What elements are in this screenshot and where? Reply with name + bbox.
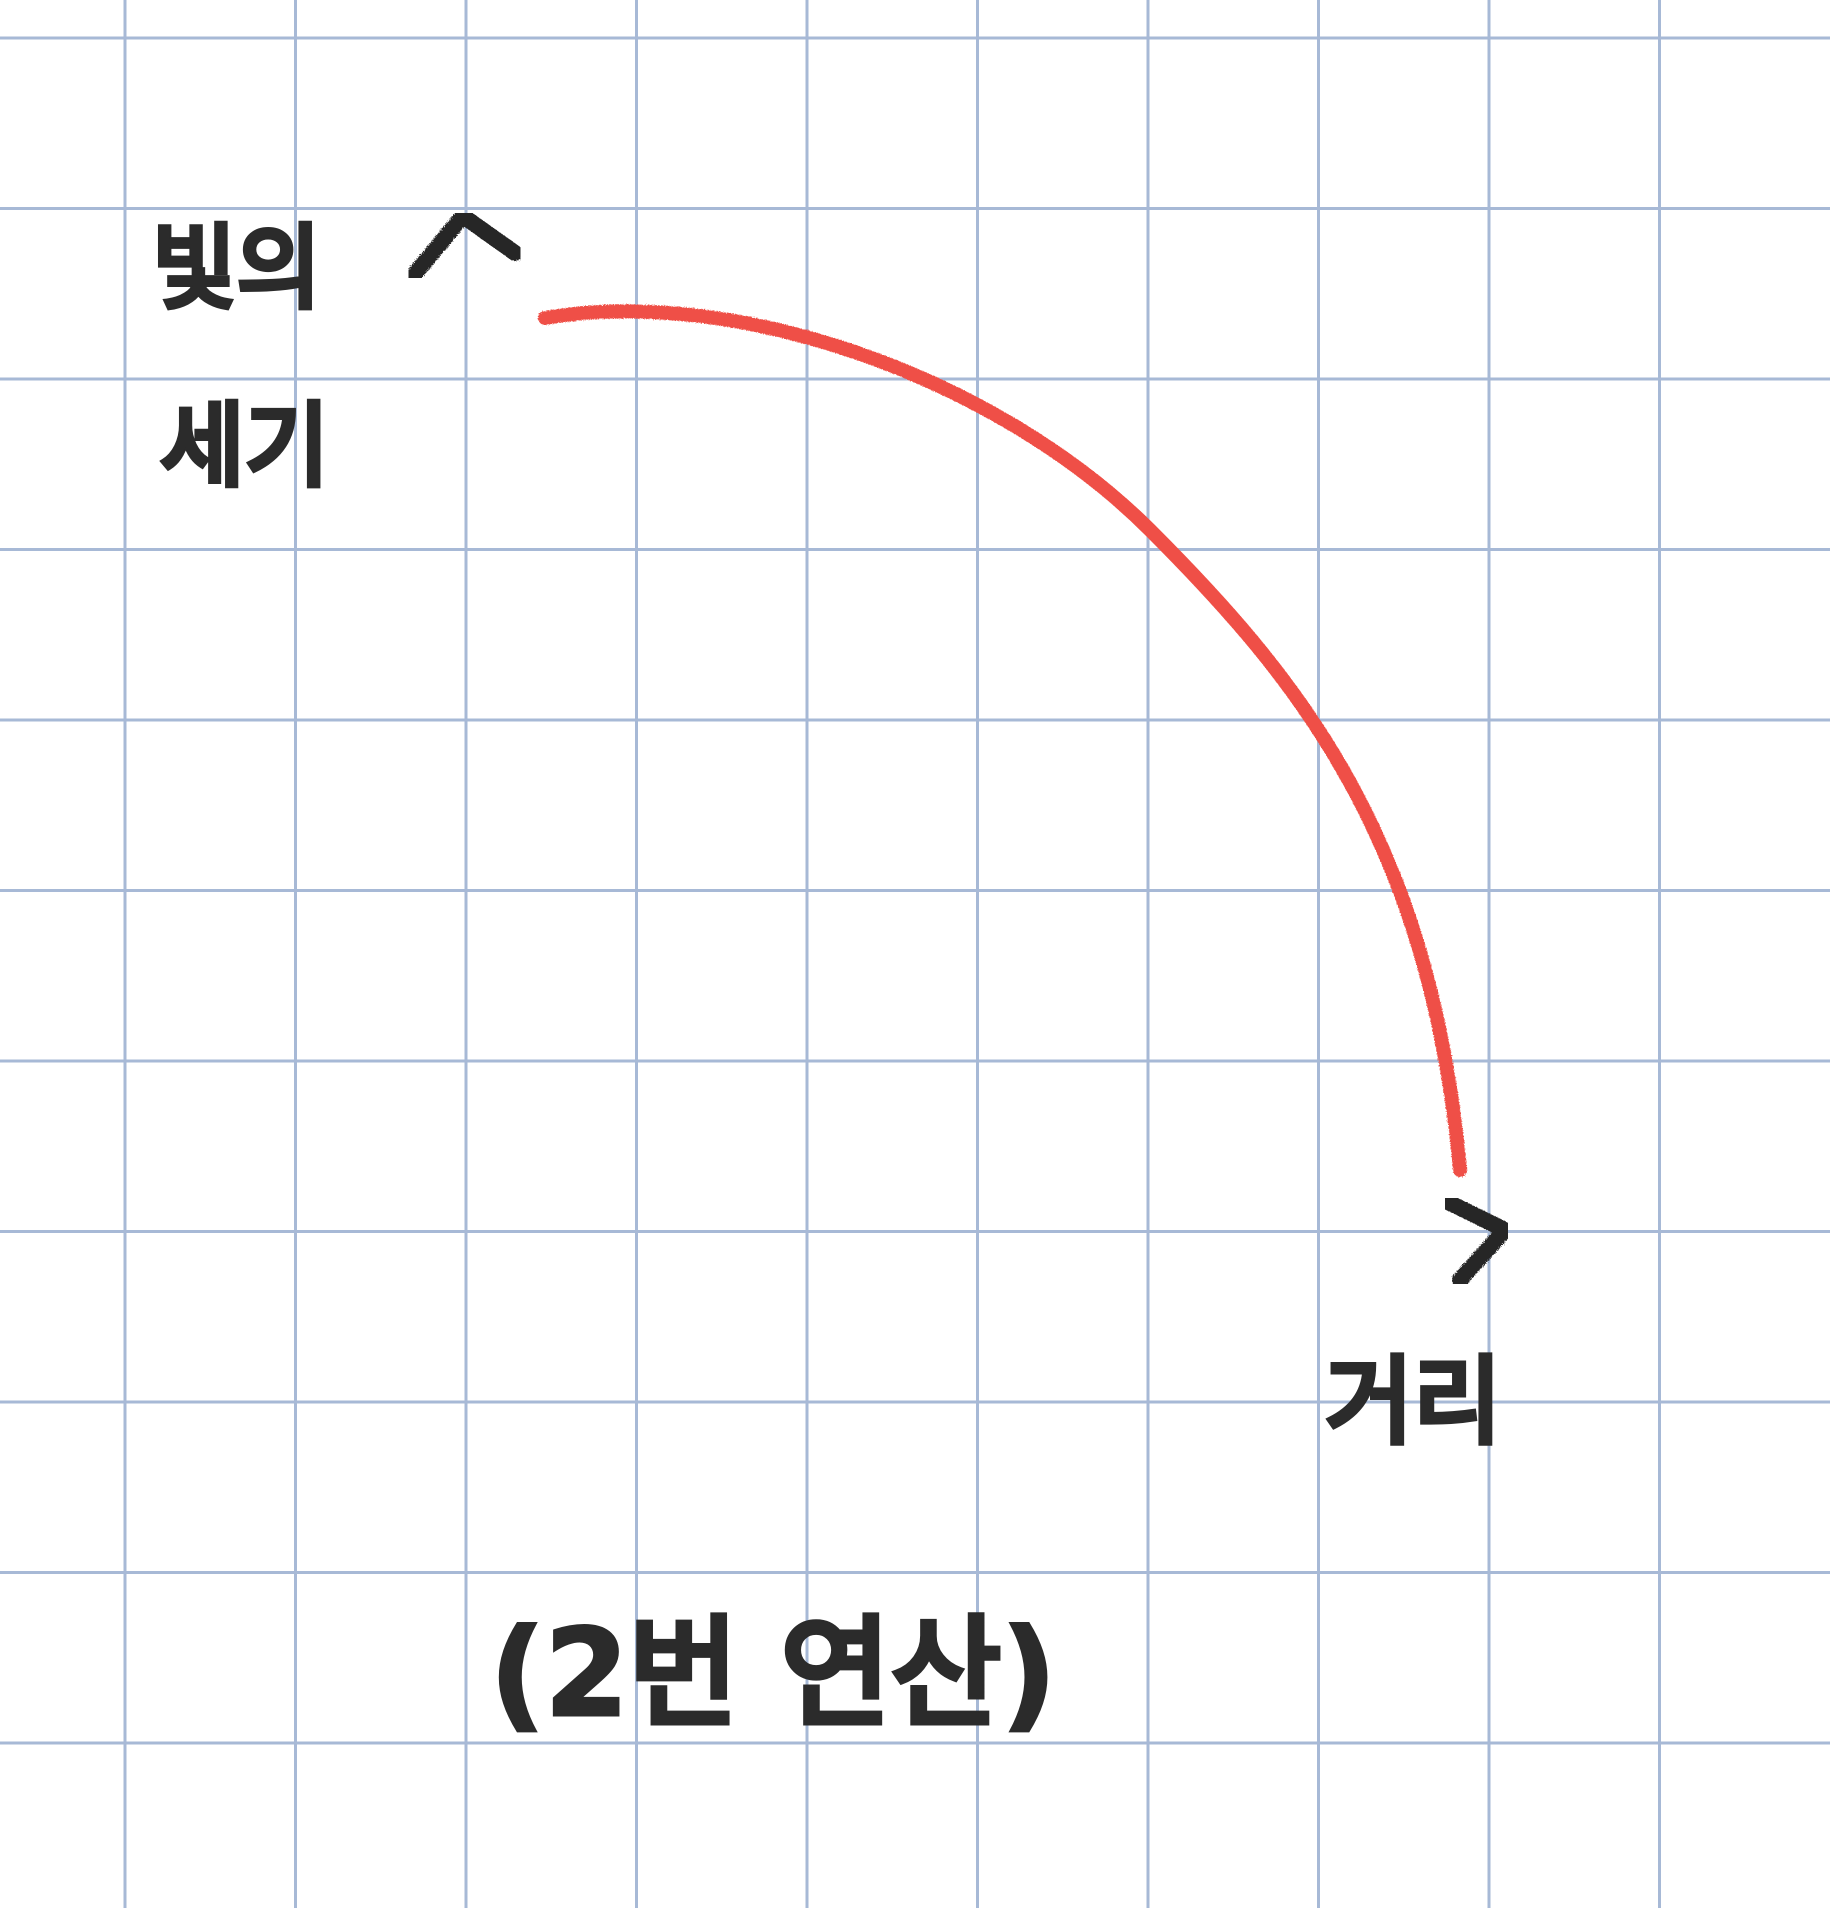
y-axis-label-line2: 세기 bbox=[160, 393, 329, 500]
x-axis-arrowhead bbox=[1440, 1194, 1513, 1288]
x-axis-label: 거리 bbox=[1325, 1346, 1502, 1458]
y-axis-label-line1: 빛의 bbox=[152, 215, 321, 322]
intensity-curve bbox=[538, 304, 1467, 1177]
caption: (2번 연산) bbox=[490, 1605, 1056, 1744]
y-axis-arrowhead bbox=[406, 208, 523, 283]
axes bbox=[284, 208, 1513, 1408]
